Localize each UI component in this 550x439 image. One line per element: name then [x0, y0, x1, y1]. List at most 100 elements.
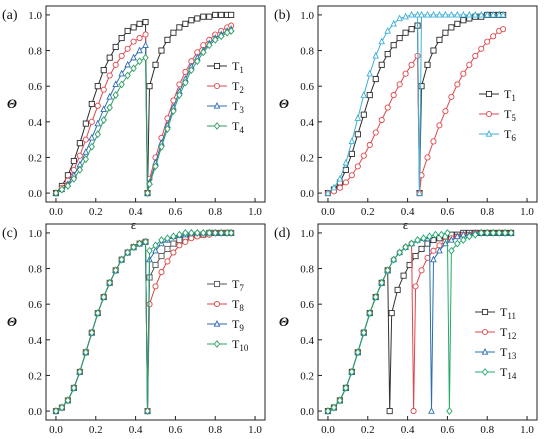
y-tick-label: 0.8 [300, 264, 314, 276]
panel-label: (d) [274, 226, 291, 241]
legend-entry: T3 [207, 99, 244, 115]
x-tick-label: 1.0 [248, 206, 262, 218]
data-point [176, 242, 183, 249]
data-point [390, 92, 397, 99]
series-line [327, 14, 504, 194]
data-point [164, 245, 171, 252]
data-point [130, 53, 137, 61]
legend-entry: T5 [479, 107, 516, 123]
data-point [360, 152, 367, 159]
series-line [55, 232, 232, 412]
data-point [360, 111, 367, 118]
data-point [182, 228, 189, 237]
data-series [52, 229, 235, 415]
data-point [444, 228, 451, 237]
data-point [366, 69, 374, 77]
data-point [378, 37, 386, 45]
data-point [390, 19, 397, 27]
data-point [428, 407, 435, 414]
data-point [386, 408, 393, 415]
data-series [324, 229, 515, 415]
legend-label: T8 [232, 297, 244, 313]
data-point [436, 10, 443, 18]
data-point [408, 239, 415, 248]
data-point [414, 236, 421, 244]
data-point [484, 38, 491, 45]
data-point [94, 309, 101, 318]
data-point [438, 230, 445, 239]
x-tick-label: 0.0 [49, 206, 63, 218]
y-tick-label: 0.2 [300, 152, 314, 164]
data-point [388, 310, 395, 317]
series-line [327, 232, 512, 412]
y-tick-label: 0.0 [300, 188, 314, 200]
legend-marker [485, 129, 493, 137]
data-point [436, 246, 443, 254]
data-point [424, 10, 431, 18]
data-point [76, 140, 83, 147]
data-point [112, 61, 119, 68]
data-series [324, 11, 507, 197]
data-point [372, 293, 379, 301]
data-point [402, 12, 409, 20]
data-point [414, 10, 421, 18]
data-point [366, 309, 373, 318]
data-point [100, 116, 107, 124]
data-point [100, 86, 107, 93]
data-point [64, 396, 72, 405]
data-point [170, 232, 177, 241]
legend-marker [213, 122, 221, 130]
data-point [430, 10, 437, 18]
data-point [158, 253, 165, 260]
data-point [182, 238, 189, 245]
plot-frame [317, 5, 538, 203]
legend-entry: T8 [207, 297, 244, 313]
data-point [366, 92, 373, 99]
data-point [170, 240, 177, 247]
data-point [124, 60, 131, 68]
data-point [342, 158, 350, 166]
data-point [372, 129, 379, 136]
data-point [206, 13, 213, 20]
data-point [64, 182, 72, 190]
data-point [152, 162, 159, 171]
data-point [206, 41, 213, 50]
legend-entry: T4 [207, 119, 244, 135]
data-point [384, 51, 391, 58]
data-point [112, 80, 120, 88]
data-point [448, 93, 455, 100]
data-point [82, 348, 89, 357]
data-point [158, 236, 165, 244]
data-point [342, 179, 349, 186]
data-point [194, 15, 201, 22]
x-tick-label: 0.4 [129, 424, 143, 436]
data-point [182, 68, 189, 75]
x-axis-label: ε [403, 435, 409, 439]
data-point [142, 237, 149, 246]
legend-label: T1 [504, 87, 516, 103]
data-point [106, 278, 113, 287]
data-point [394, 286, 401, 293]
data-point [418, 267, 425, 274]
data-point [324, 189, 332, 196]
data-point [396, 81, 403, 88]
data-point [477, 10, 485, 18]
data-point [348, 367, 356, 376]
chart-panel: 0.0 0.2 0.4 0.6 0.8 1.00.00.20.40.60.81.0εΘ(a… [2, 5, 266, 232]
series-line [327, 232, 512, 412]
data-point [484, 228, 491, 237]
data-point [130, 64, 137, 73]
data-point [330, 183, 338, 191]
y-tick-label: 0.0 [300, 406, 314, 418]
data-point [200, 13, 207, 20]
data-point [112, 43, 119, 51]
x-tick-label: 0.2 [361, 424, 375, 436]
data-point [348, 137, 356, 145]
y-tick-label: 0.6 [28, 81, 42, 93]
series-line [55, 232, 232, 412]
data-point [200, 48, 207, 57]
data-point [176, 230, 183, 239]
data-point [130, 24, 137, 31]
data-point [410, 408, 417, 415]
